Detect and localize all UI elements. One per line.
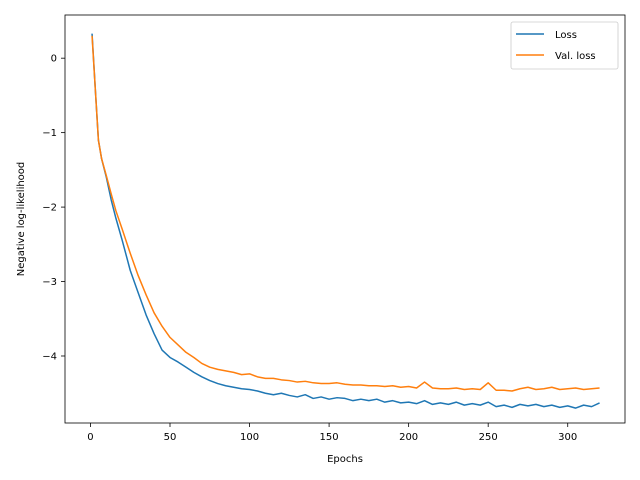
series-line-val-loss xyxy=(91,35,600,392)
y-axis: 0 −1 −2 −3 −4 xyxy=(42,54,65,362)
x-tick-label: 200 xyxy=(399,432,418,443)
x-axis: 0 50 100 150 200 250 300 xyxy=(87,423,577,443)
y-axis-label: Negative log-likelihood xyxy=(16,162,27,277)
axes-frame xyxy=(64,14,626,424)
x-tick-label: 0 xyxy=(87,432,93,443)
y-tick-label: −2 xyxy=(42,203,57,214)
x-tick-label: 100 xyxy=(240,432,259,443)
legend-label-val-loss: Val. loss xyxy=(555,51,596,62)
y-tick-label: −1 xyxy=(42,128,57,139)
x-tick-label: 150 xyxy=(320,432,339,443)
legend-label-loss: Loss xyxy=(555,30,577,41)
y-tick-label: −4 xyxy=(42,351,57,362)
x-tick-label: 300 xyxy=(558,432,577,443)
series-line-loss xyxy=(91,33,600,409)
x-tick-label: 50 xyxy=(164,432,177,443)
x-axis-label: Epochs xyxy=(327,454,363,465)
series-lines xyxy=(91,33,600,409)
x-tick-label: 250 xyxy=(479,432,498,443)
legend: Loss Val. loss xyxy=(510,21,619,70)
y-tick-label: −3 xyxy=(42,277,57,288)
y-tick-label: 0 xyxy=(51,54,57,65)
